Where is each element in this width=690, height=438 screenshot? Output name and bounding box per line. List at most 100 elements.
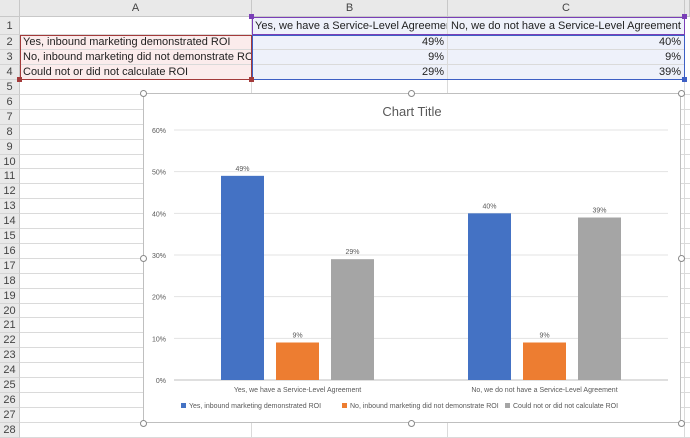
cell[interactable] <box>685 259 690 274</box>
cell-c2[interactable]: 40% <box>448 35 685 50</box>
cell[interactable] <box>685 378 690 393</box>
row-header-15[interactable]: 15 <box>0 229 20 244</box>
cell[interactable] <box>685 363 690 378</box>
bar[interactable] <box>523 342 566 381</box>
cell-b3[interactable]: 9% <box>252 50 448 65</box>
cell-b4[interactable]: 29% <box>252 65 448 80</box>
range-handle[interactable] <box>249 14 254 19</box>
cell[interactable] <box>685 408 690 423</box>
row-header-2[interactable]: 2 <box>0 35 20 50</box>
row-header-8[interactable]: 8 <box>0 125 20 140</box>
row-header-25[interactable]: 25 <box>0 378 20 393</box>
cell[interactable] <box>685 348 690 363</box>
row-header-21[interactable]: 21 <box>0 318 20 333</box>
cell-a4[interactable]: Could not or did not calculate ROI <box>20 65 252 80</box>
cell-b2[interactable]: 49% <box>252 35 448 50</box>
row-header-20[interactable]: 20 <box>0 304 20 318</box>
column-header-b[interactable]: B <box>252 0 448 17</box>
row-header-22[interactable]: 22 <box>0 333 20 348</box>
cell[interactable] <box>685 318 690 333</box>
row-header-1[interactable]: 1 <box>0 17 20 35</box>
cell[interactable] <box>685 184 690 199</box>
cell[interactable] <box>685 155 690 169</box>
row-header-6[interactable]: 6 <box>0 95 20 110</box>
row-header-14[interactable]: 14 <box>0 214 20 229</box>
row-header-7[interactable]: 7 <box>0 110 20 125</box>
data-label: 39% <box>592 208 606 215</box>
range-handle[interactable] <box>249 77 254 82</box>
cell[interactable] <box>685 214 690 229</box>
row-header-5[interactable]: 5 <box>0 80 20 95</box>
row-header-16[interactable]: 16 <box>0 244 20 259</box>
row-header-9[interactable]: 9 <box>0 140 20 155</box>
cell-c4[interactable]: 39% <box>448 65 685 80</box>
row-header-19[interactable]: 19 <box>0 289 20 304</box>
cell[interactable] <box>685 125 690 140</box>
chart-resize-handle[interactable] <box>408 90 415 97</box>
y-tick-label: 0% <box>156 378 166 385</box>
bar[interactable] <box>468 213 511 380</box>
cell[interactable] <box>685 95 690 110</box>
column-header-a[interactable]: A <box>20 0 252 17</box>
cell[interactable] <box>20 80 252 95</box>
row-header-27[interactable]: 27 <box>0 408 20 423</box>
cell-c3[interactable]: 9% <box>448 50 685 65</box>
range-handle[interactable] <box>17 77 22 82</box>
row-header-26[interactable]: 26 <box>0 393 20 408</box>
row-header-23[interactable]: 23 <box>0 348 20 363</box>
range-handle[interactable] <box>682 77 687 82</box>
cell[interactable] <box>685 304 690 318</box>
bar[interactable] <box>331 259 374 380</box>
data-label: 9% <box>292 333 302 340</box>
data-label: 49% <box>235 166 249 173</box>
cell[interactable] <box>685 169 690 184</box>
chart-title[interactable]: Chart Title <box>382 104 441 119</box>
row-header-13[interactable]: 13 <box>0 199 20 214</box>
cell[interactable] <box>685 333 690 348</box>
chart-resize-handle[interactable] <box>408 420 415 427</box>
cell[interactable] <box>685 244 690 259</box>
cell[interactable] <box>685 274 690 289</box>
cell-a1[interactable] <box>20 17 252 35</box>
chart-resize-handle[interactable] <box>140 255 147 262</box>
row-header-4[interactable]: 4 <box>0 65 20 80</box>
legend-label: Yes, inbound marketing demonstrated ROI <box>189 403 321 410</box>
y-tick-label: 40% <box>152 211 166 218</box>
bar[interactable] <box>276 342 319 381</box>
data-labels: 49% 9% 29% 40% 9% 39% <box>235 166 606 340</box>
cell[interactable] <box>685 80 690 95</box>
cell[interactable] <box>685 289 690 304</box>
chart-object[interactable]: Chart Title 0% 10% 20% 30% 40% 50% 60% 49% 9% 29… <box>143 93 681 423</box>
chart-resize-handle[interactable] <box>678 90 685 97</box>
bar[interactable] <box>221 175 264 380</box>
cell[interactable] <box>685 110 690 125</box>
row-header-3[interactable]: 3 <box>0 50 20 65</box>
range-handle[interactable] <box>682 14 687 19</box>
chart-resize-handle[interactable] <box>140 420 147 427</box>
y-tick-label: 20% <box>152 295 166 302</box>
row-header-17[interactable]: 17 <box>0 259 20 274</box>
chart-resize-handle[interactable] <box>678 255 685 262</box>
column-header-c[interactable]: C <box>448 0 685 17</box>
select-all-corner[interactable] <box>0 0 20 17</box>
row-header-12[interactable]: 12 <box>0 184 20 199</box>
cell-a2[interactable]: Yes, inbound marketing demonstrated ROI <box>20 35 252 50</box>
chart-resize-handle[interactable] <box>678 420 685 427</box>
x-tick-label: Yes, we have a Service-Level Agreement <box>234 387 361 394</box>
chart-resize-handle[interactable] <box>140 90 147 97</box>
cell-c1[interactable]: No, we do not have a Service-Level Agree… <box>448 17 685 35</box>
legend[interactable]: Yes, inbound marketing demonstrated ROI N… <box>181 403 618 410</box>
cell-b1[interactable]: Yes, we have a Service-Level Agreement <box>252 17 448 35</box>
cell[interactable] <box>685 229 690 244</box>
y-tick-label: 50% <box>152 170 166 177</box>
row-header-11[interactable]: 11 <box>0 169 20 184</box>
cell[interactable] <box>685 393 690 408</box>
row-header-10[interactable]: 10 <box>0 155 20 169</box>
cell-a3[interactable]: No, inbound marketing did not demonstrat… <box>20 50 252 65</box>
cell[interactable] <box>685 199 690 214</box>
row-header-18[interactable]: 18 <box>0 274 20 289</box>
bars <box>221 175 621 381</box>
row-header-24[interactable]: 24 <box>0 363 20 378</box>
bar[interactable] <box>578 217 621 381</box>
cell[interactable] <box>685 140 690 155</box>
